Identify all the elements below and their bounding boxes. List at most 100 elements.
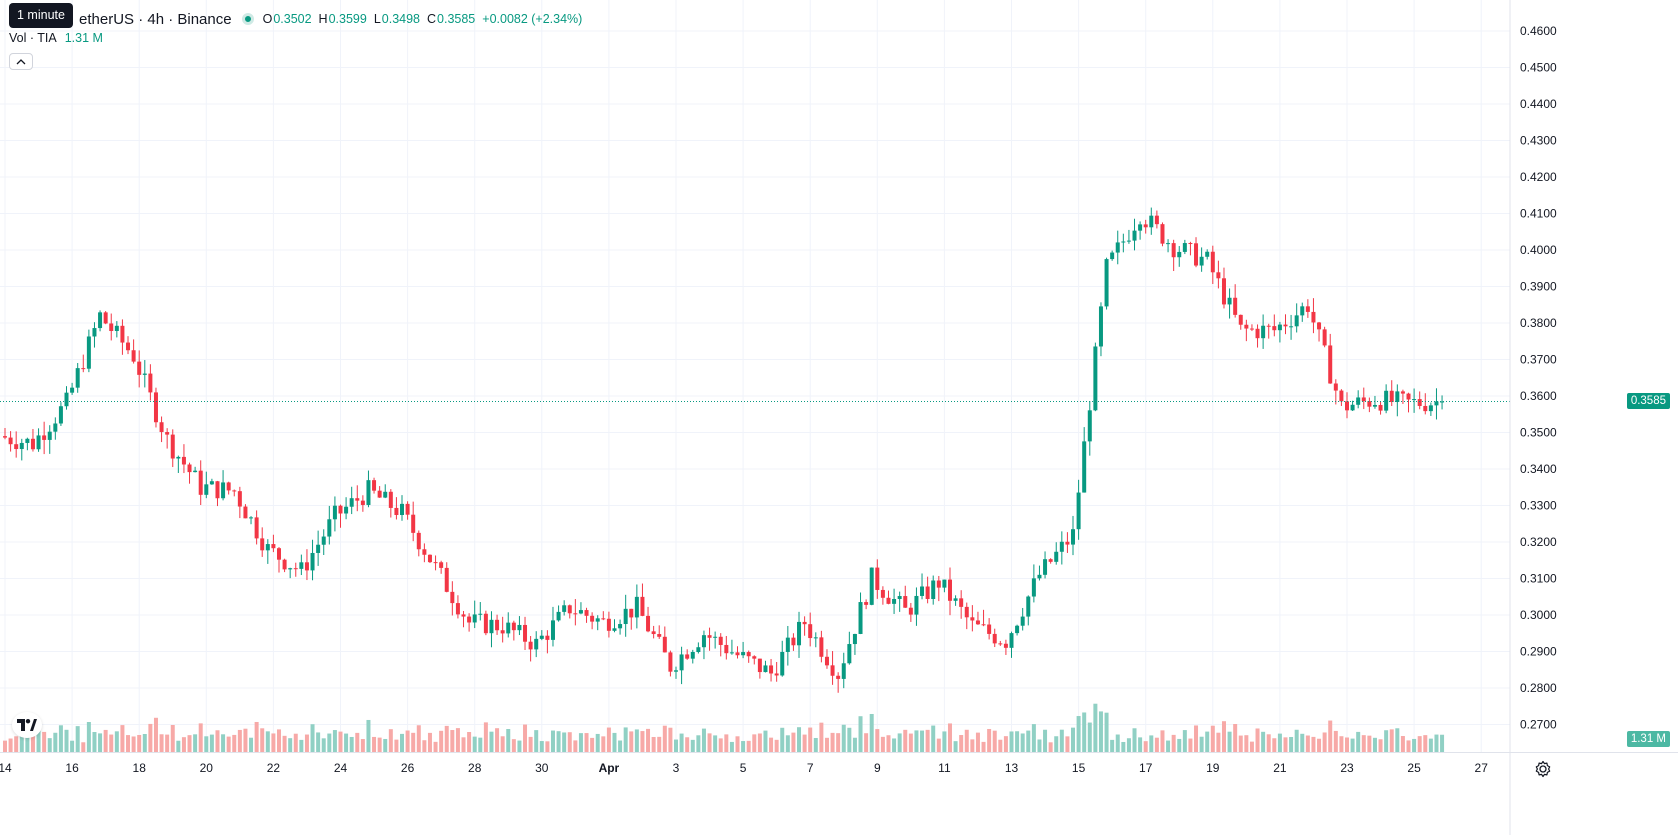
volume-bar <box>137 734 142 752</box>
candle-body <box>869 567 874 605</box>
volume-bar <box>1300 733 1305 752</box>
candle-body <box>394 507 399 516</box>
volume-bar <box>8 738 13 752</box>
volume-bar <box>808 727 813 752</box>
candle-body <box>528 641 533 650</box>
candle-body <box>81 368 86 370</box>
volume-bar <box>433 741 438 752</box>
volume-bar <box>908 733 913 752</box>
volume-bar <box>640 731 645 752</box>
candle-body <box>1216 272 1221 279</box>
candle-body <box>1317 322 1322 330</box>
volume-bar <box>1037 739 1042 752</box>
candle-body <box>1138 224 1143 231</box>
volume-bar <box>925 729 930 752</box>
volume-bar <box>1098 711 1103 752</box>
candle-body <box>36 435 41 450</box>
tradingview-logo-icon[interactable] <box>12 712 42 738</box>
candle-body <box>1345 401 1349 411</box>
volume-bar <box>209 734 214 752</box>
volume-bar <box>293 733 298 752</box>
candle-body <box>1244 324 1249 329</box>
volume-bar <box>1417 736 1422 752</box>
candle-body <box>517 624 522 631</box>
candle-body <box>137 361 142 375</box>
time-tick-label: 26 <box>401 761 415 775</box>
volume-bar <box>769 737 774 752</box>
candle-body <box>679 654 684 671</box>
volume-bar <box>875 729 880 752</box>
time-axis[interactable]: 14 16 18 20 22 24 26 28 30 Apr 3 5 7 9 11 13 15 17 19 21 23 2… <box>0 761 1488 775</box>
volume-bar <box>1205 731 1210 752</box>
candle-body <box>573 613 578 615</box>
candle-body <box>1283 324 1288 327</box>
volume-bar <box>489 731 494 752</box>
candle-body <box>170 434 175 459</box>
volume-bar <box>981 741 986 752</box>
volume-bar <box>288 738 293 752</box>
candle-body <box>1126 240 1131 242</box>
volume-bar <box>1054 736 1059 752</box>
volume-bar <box>1043 729 1048 752</box>
price-tick-label: 0.4100 <box>1520 207 1557 221</box>
volume-bar <box>562 732 567 752</box>
volume-bar <box>282 735 287 752</box>
collapse-legend-button[interactable] <box>9 53 33 70</box>
candle-body <box>103 312 108 324</box>
candle-body <box>243 506 248 519</box>
candle-body <box>746 652 751 657</box>
volume-bar <box>690 739 695 752</box>
candle-body <box>550 620 555 640</box>
volume-bar <box>1322 732 1327 752</box>
volume-bar <box>1333 730 1338 752</box>
symbol-title[interactable]: etherUS · 4h · Binance <box>79 10 232 28</box>
market-status-icon[interactable] <box>241 13 254 25</box>
volume-bar <box>1428 738 1433 752</box>
candle-body <box>98 312 103 329</box>
candle-body <box>75 368 80 388</box>
price-tick-label: 0.4500 <box>1520 61 1557 75</box>
candle-body <box>109 323 114 332</box>
candle-body <box>511 622 516 631</box>
candle-body <box>355 498 360 501</box>
candle-body <box>1171 243 1176 258</box>
candle-body <box>578 610 583 614</box>
candle-body <box>338 505 343 514</box>
volume-bar <box>1082 712 1087 752</box>
candle-body <box>221 482 226 499</box>
volume-bar <box>165 734 170 752</box>
candle-body <box>925 586 930 599</box>
volume-bar <box>187 735 192 752</box>
price-axis[interactable]: 0.4600 0.4500 0.4400 0.4300 0.4200 0.4100 0.40… <box>1520 24 1557 732</box>
candle-body <box>1395 391 1400 403</box>
volume-bar <box>623 727 628 752</box>
candle-body <box>618 624 623 629</box>
candle-body <box>785 637 790 652</box>
gear-icon[interactable] <box>1534 760 1552 778</box>
time-tick-label: 5 <box>740 761 747 775</box>
volume-legend[interactable]: Vol · TIA 1.31 M <box>9 31 103 45</box>
volume-bar <box>360 739 365 752</box>
price-tick-label: 0.2800 <box>1520 681 1557 695</box>
candle-body <box>276 548 281 560</box>
volume-bar <box>601 736 606 752</box>
volume-bar <box>215 730 220 752</box>
candle-body <box>1160 224 1165 244</box>
volume-bar <box>1367 735 1372 752</box>
candle-body <box>981 624 986 626</box>
volume-bar <box>109 734 114 752</box>
symbol-legend: etherUS · 4h · Binance O0.3502 H0.3599 L… <box>9 8 582 30</box>
volume-bar <box>1048 742 1053 752</box>
volume-bar <box>176 740 181 752</box>
volume-bar <box>1132 728 1137 752</box>
candle-body <box>165 432 170 435</box>
candle-body <box>282 559 287 570</box>
candle-body <box>232 490 237 492</box>
volume-bar <box>741 741 746 752</box>
candle-body <box>327 519 332 537</box>
volume-bar <box>153 717 158 752</box>
volume-bar <box>612 732 617 752</box>
volume-bar <box>1227 731 1232 752</box>
candle-body <box>696 647 701 652</box>
